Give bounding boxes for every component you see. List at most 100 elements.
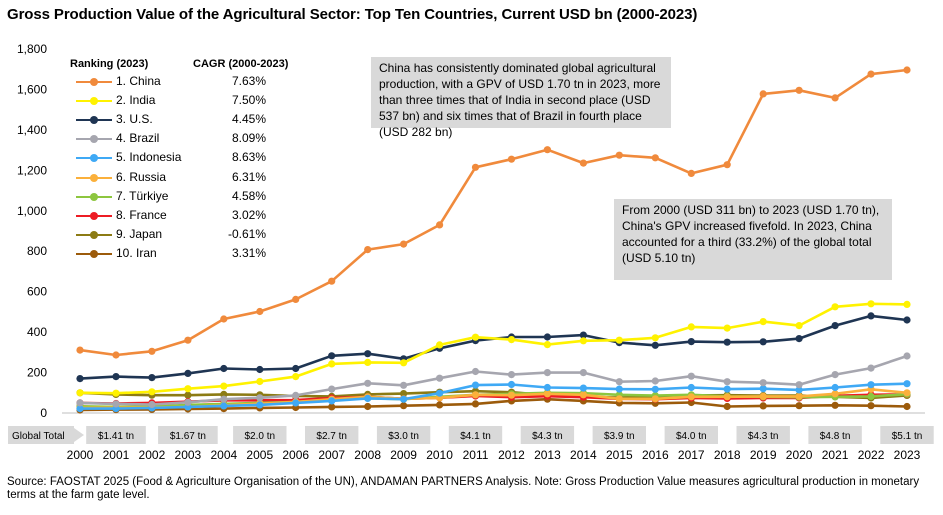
data-point (795, 386, 803, 394)
legend-series-name: 8. France (116, 207, 167, 222)
global-total-value: $4.3 tn (748, 431, 779, 442)
data-point (76, 399, 84, 407)
data-point (615, 395, 623, 403)
legend-series-name: 4. Brazil (116, 131, 160, 146)
data-point (867, 392, 875, 400)
data-point (220, 364, 228, 373)
data-point (723, 338, 731, 346)
data-point (292, 373, 300, 381)
y-tick-label: 1,800 (17, 42, 47, 56)
y-tick-label: 0 (40, 406, 47, 420)
data-point (759, 338, 767, 346)
data-point (364, 358, 372, 366)
global-total-box (448, 426, 503, 444)
x-tick-label: 2011 (463, 448, 489, 462)
legend-swatch (76, 97, 112, 106)
series-line (79, 397, 908, 412)
data-point (687, 383, 695, 392)
legend-cagr-value: 8.63% (231, 150, 266, 165)
data-point (184, 391, 192, 399)
data-point (867, 312, 875, 320)
legend-header-cagr: CAGR (2000-2023) (193, 58, 289, 70)
data-point (615, 151, 623, 159)
global-total-value: $4.8 tn (820, 431, 851, 442)
data-point (831, 303, 839, 311)
data-point (292, 399, 300, 407)
legend-series-name: 6. Russia (116, 169, 167, 184)
axis-layer: 0 200 400 600 800 1,000 1,200 1,400 1,600 1,800 20… (17, 42, 925, 462)
data-point (543, 383, 552, 392)
data-point (148, 374, 156, 382)
data-point (112, 351, 120, 359)
data-point (903, 352, 911, 360)
x-tick-label: 2015 (606, 448, 633, 462)
legend-series-name: 9. Japan (116, 226, 163, 241)
legend-header-ranking: Ranking (2023) (70, 58, 149, 70)
x-tick-label: 2014 (570, 448, 597, 462)
data-point (184, 398, 192, 406)
data-point (723, 324, 731, 332)
data-point (148, 347, 156, 355)
data-point (795, 402, 803, 410)
data-point (903, 300, 911, 308)
x-tick-label: 2018 (714, 448, 741, 462)
data-point (507, 155, 516, 163)
global-total-value: $2.0 tn (245, 431, 276, 442)
series-line (79, 68, 908, 357)
legend-series-name: 10. Iran (116, 245, 157, 260)
data-point (759, 385, 767, 393)
data-point (76, 405, 84, 413)
data-point (687, 338, 695, 346)
x-tick-label: 2012 (498, 448, 525, 462)
x-tick-label: 2022 (858, 448, 885, 462)
data-point (220, 315, 228, 323)
data-point (903, 389, 911, 397)
legend-cagr-value: 4.45% (231, 112, 266, 127)
data-point (292, 295, 300, 303)
series-india (76, 300, 911, 397)
data-point (471, 391, 480, 399)
data-point (220, 382, 228, 390)
legend-item: 2. India 7.50% (62, 91, 296, 110)
data-point (795, 392, 803, 400)
legend-swatch (76, 211, 112, 220)
x-tick-label: 2007 (318, 448, 345, 462)
data-point (436, 221, 444, 229)
data-point (723, 393, 731, 401)
legend-cagr-value: 8.09% (231, 131, 266, 146)
global-total-box (808, 426, 862, 444)
x-tick-label: 2021 (822, 448, 849, 462)
data-point (579, 331, 588, 339)
data-point (148, 388, 156, 396)
global-total-value: $5.1 tn (892, 431, 923, 442)
legend-swatch (76, 135, 112, 144)
line-chart: 0 200 400 600 800 1,000 1,200 1,400 1,600 1,800 20… (8, 42, 934, 462)
x-tick-label: 2023 (894, 448, 921, 462)
legend-cagr-value: -0.61% (227, 226, 266, 241)
data-point (112, 400, 120, 408)
data-point (723, 378, 731, 386)
legend-item: 5. Indonesia 8.63% (62, 148, 296, 167)
data-point (76, 389, 84, 397)
x-tick-label: 2006 (282, 448, 309, 462)
data-point (400, 240, 408, 248)
x-tick-label: 2010 (426, 448, 453, 462)
data-point (471, 400, 480, 408)
data-point (364, 379, 372, 387)
series-iran (76, 395, 911, 414)
data-point (831, 94, 839, 102)
global-total-box (880, 426, 934, 444)
data-point (543, 333, 552, 341)
data-point (795, 86, 803, 94)
data-point (795, 335, 803, 343)
legend-swatch (76, 173, 112, 182)
global-total-value: $4.3 tn (532, 431, 563, 442)
data-point (651, 377, 659, 385)
legend-swatch (76, 230, 112, 239)
series-line (80, 382, 908, 410)
legend-item: 1. China 7.63% (62, 72, 296, 91)
series-layer (76, 66, 911, 414)
global-total-box (664, 426, 718, 444)
global-total-value: $2.7 tn (316, 431, 347, 442)
global-total-value: $4.1 tn (460, 431, 491, 442)
